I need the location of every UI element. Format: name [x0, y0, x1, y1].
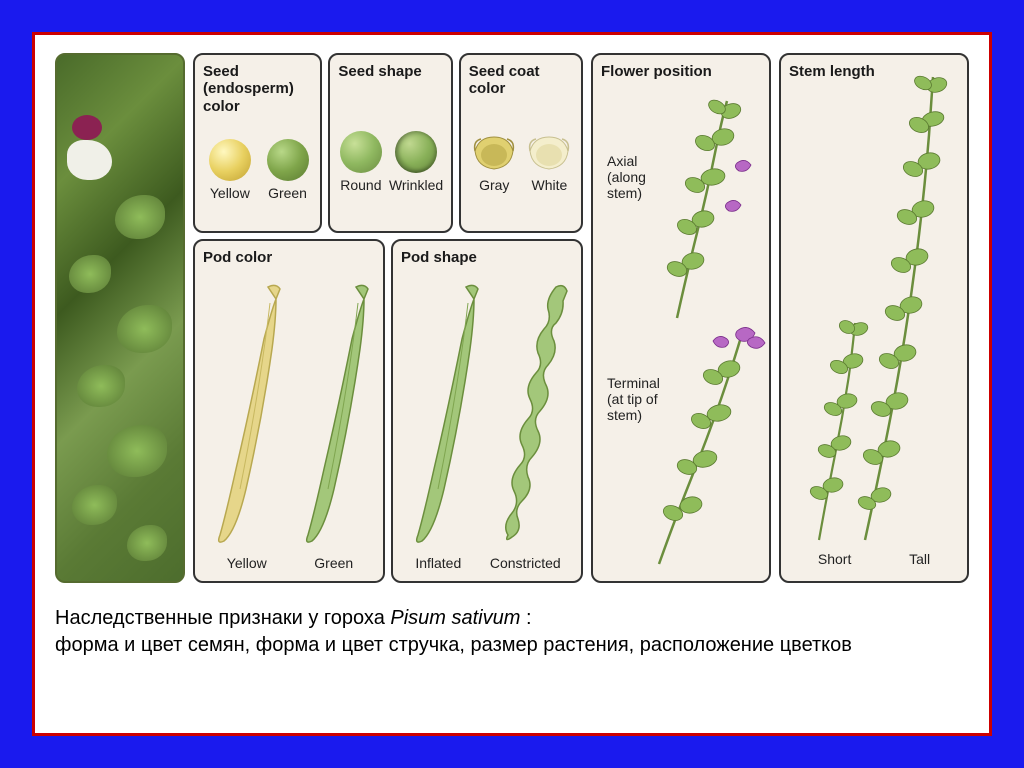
- pod-inflated-icon: [404, 279, 484, 549]
- variant-label: Constricted: [490, 555, 561, 571]
- variant-label-terminal: Terminal (at tip of stem): [607, 375, 677, 423]
- caption-line-2: форма и цвет семян, форма и цвет стручка…: [55, 632, 969, 659]
- seed-coat-icon: [526, 131, 572, 173]
- caption: Наследственные признаки у гороха Pisum s…: [55, 605, 969, 659]
- traits-column: Seed (endosperm) color Yellow Green: [193, 53, 583, 583]
- card-stem-length: Stem length: [779, 53, 969, 583]
- trait-title: Pod shape: [401, 249, 575, 269]
- inner-frame: Seed (endosperm) color Yellow Green: [32, 32, 992, 736]
- variant-label: Yellow: [210, 185, 250, 201]
- variant-label: Tall: [909, 551, 930, 567]
- card-pod-shape: Pod shape Inflated Constricte: [391, 239, 583, 583]
- variant-label: Green: [314, 555, 353, 571]
- pod-traits-row: Pod color Yellow: [193, 239, 583, 583]
- variant-label: Yellow: [227, 555, 267, 571]
- variant-label-axial: Axial (along stem): [607, 153, 667, 201]
- trait-title: Seed shape: [338, 63, 444, 99]
- seed-icon: [267, 139, 309, 181]
- caption-line-1: Наследственные признаки у гороха Pisum s…: [55, 605, 969, 632]
- card-seed-shape: Seed shape Round Wrinkled: [328, 53, 452, 233]
- variant-yellow-seed: Yellow: [209, 139, 251, 201]
- seed-icon: [209, 139, 251, 181]
- card-pod-color: Pod color Yellow: [193, 239, 385, 583]
- variant-wrinkled-seed: Wrinkled: [389, 131, 443, 193]
- variant-white-coat: White: [526, 131, 572, 193]
- variant-round-seed: Round: [340, 131, 382, 193]
- variant-label: Inflated: [415, 555, 461, 571]
- variant-gray-coat: Gray: [471, 131, 517, 193]
- seed-coat-icon: [471, 131, 517, 173]
- trait-title: Seed (endosperm) color: [203, 63, 314, 115]
- trait-title: Seed coat color: [469, 63, 575, 99]
- diagram-row: Seed (endosperm) color Yellow Green: [55, 53, 969, 583]
- variant-label: Round: [340, 177, 381, 193]
- plant-axial-icon: [647, 93, 757, 323]
- card-seed-coat: Seed coat color Gray: [459, 53, 583, 233]
- plant-terminal-icon: [641, 309, 771, 569]
- variant-label: Green: [268, 185, 307, 201]
- pea-plant-photo: [55, 53, 185, 583]
- pod-yellow-icon: [206, 279, 286, 549]
- trait-title: Pod color: [203, 249, 377, 269]
- plant-tall-icon: [843, 65, 953, 545]
- variant-label: White: [532, 177, 568, 193]
- seed-icon: [395, 131, 437, 173]
- seed-icon: [340, 131, 382, 173]
- pod-green-icon: [294, 279, 374, 549]
- card-flower-position: Flower position: [591, 53, 771, 583]
- pod-constricted-icon: [492, 279, 572, 549]
- trait-title: Flower position: [601, 63, 761, 83]
- outer-frame: Seed (endosperm) color Yellow Green: [0, 0, 1024, 768]
- variant-label: Wrinkled: [389, 177, 443, 193]
- seed-traits-row: Seed (endosperm) color Yellow Green: [193, 53, 583, 233]
- card-seed-color: Seed (endosperm) color Yellow Green: [193, 53, 322, 233]
- variant-label: Gray: [479, 177, 509, 193]
- variant-green-seed: Green: [267, 139, 309, 201]
- variant-label: Short: [818, 551, 851, 567]
